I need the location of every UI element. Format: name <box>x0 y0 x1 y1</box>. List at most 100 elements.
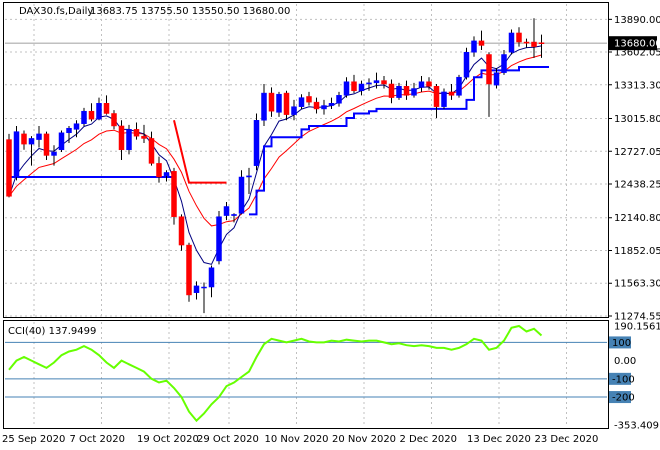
price-tick-label: 11852.05 <box>614 246 660 257</box>
cci-axis-label: 190.1561 <box>614 322 660 333</box>
price-tick-label: 11563.30 <box>614 279 660 290</box>
grid-layer <box>5 4 607 427</box>
candle-body <box>13 131 20 178</box>
candle-body <box>208 267 215 288</box>
candle-body <box>201 286 207 289</box>
candle-body <box>493 72 500 86</box>
candle-body <box>291 106 297 115</box>
date-tick-label: 19 Oct 2020 <box>137 434 199 445</box>
candle-body <box>148 138 155 164</box>
price-tick-label: 12438.25 <box>614 180 660 191</box>
candle-body <box>51 151 57 156</box>
candle-body <box>321 105 327 110</box>
candle-body <box>6 139 12 197</box>
cci-panel-frame <box>3 320 609 429</box>
candle-body <box>171 171 177 217</box>
current-price-label: 13680.00 <box>614 39 660 50</box>
candle-body <box>111 113 117 127</box>
cci-axis-label: 0.00 <box>614 356 636 367</box>
candle-body <box>298 97 305 107</box>
candle-body <box>418 81 425 88</box>
resistance-stop-line <box>173 120 227 184</box>
cci-level-label: -100 <box>612 374 635 385</box>
candle-body <box>523 41 530 44</box>
candle-body <box>388 83 395 98</box>
candle-body <box>456 76 462 96</box>
cci-level-box <box>609 391 631 404</box>
date-tick-label: 23 Dec 2020 <box>535 434 599 445</box>
candle-body <box>283 92 290 115</box>
candle-body <box>381 80 387 85</box>
date-tick-label: 10 Nov 2020 <box>265 434 329 445</box>
candle-body <box>133 129 140 137</box>
candle-body <box>178 216 185 246</box>
candle-body <box>426 81 432 87</box>
candle-body <box>351 81 357 92</box>
candle-body <box>186 244 192 296</box>
candle-body <box>88 110 95 120</box>
candle-body <box>328 103 335 106</box>
cci-level-lines <box>5 341 607 398</box>
candle-body <box>58 132 65 151</box>
cci-layer <box>8 324 543 423</box>
candle-body <box>261 92 267 121</box>
candle-body <box>246 175 252 178</box>
date-tick-label: 13 Dec 2020 <box>467 434 531 445</box>
cci-title: CCI(40) 137.9499 <box>8 326 96 337</box>
cci-level-box <box>609 372 631 385</box>
cci-axis-label: -353.409 <box>614 421 659 432</box>
candle-body <box>471 40 477 53</box>
candle-body <box>223 206 230 216</box>
axis-layer: 13890.00 13602.05 13313.30 13015.80 12727.05… <box>2 15 660 445</box>
candle-body <box>118 125 125 151</box>
current-price-box <box>609 36 657 51</box>
date-tick-label: 20 Nov 2020 <box>332 434 396 445</box>
candle-body <box>126 129 132 151</box>
candle-body <box>538 42 545 44</box>
candle-body <box>336 95 342 104</box>
price-tick-label: 13313.30 <box>614 80 660 91</box>
candle-body <box>306 96 312 103</box>
candle-body <box>531 41 537 47</box>
candle-body <box>478 40 485 46</box>
price-panel-frame <box>3 2 609 318</box>
candle-body <box>448 91 455 96</box>
candle-body <box>508 32 515 53</box>
candle-body <box>231 214 237 216</box>
price-tick-label: 13602.05 <box>614 48 660 59</box>
price-tick-label: 13890.00 <box>614 15 660 26</box>
candle-body <box>441 91 447 107</box>
price-tick-label: 11274.55 <box>614 312 660 323</box>
candle-body <box>463 51 470 78</box>
candle-body <box>43 133 50 156</box>
candle-body <box>253 120 260 166</box>
date-tick-label: 25 Sep 2020 <box>2 434 65 445</box>
candle-body <box>28 138 35 145</box>
ohlc-readout: 13683.75 13755.50 13550.50 13680.00 <box>90 6 290 17</box>
candle-body <box>36 133 42 140</box>
candle-body <box>163 172 170 177</box>
price-tick-label: 12140.80 <box>614 213 660 224</box>
candle-body <box>268 92 275 112</box>
candle-body <box>433 86 440 107</box>
candle-body <box>516 32 522 43</box>
candle-body <box>141 135 147 139</box>
candle-body <box>486 54 492 85</box>
candle-body <box>66 127 72 134</box>
candle-body <box>403 86 410 96</box>
candle-body <box>238 176 245 214</box>
candle-body <box>103 103 110 114</box>
candle-body <box>313 101 320 110</box>
cci-line <box>8 324 543 423</box>
candle-body <box>96 103 102 120</box>
date-tick-label: 7 Oct 2020 <box>70 434 125 445</box>
candle-body <box>396 86 402 98</box>
candles-layer <box>6 18 545 314</box>
date-tick-label: 29 Oct 2020 <box>197 434 259 445</box>
price-tick-label: 12727.05 <box>614 147 660 158</box>
cci-level-label: -200 <box>612 393 635 404</box>
candle-body <box>216 216 222 262</box>
candle-body <box>366 82 372 85</box>
candle-body <box>276 93 282 113</box>
